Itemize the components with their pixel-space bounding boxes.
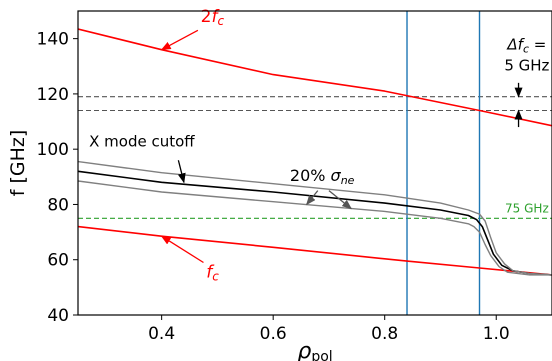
y-tick-label: 140 — [37, 30, 69, 50]
series-lower-bound — [78, 180, 552, 276]
series-x-mode-cutoff — [78, 170, 552, 276]
arrow-sigma-lower — [328, 190, 353, 210]
label-fc-sub: c — [212, 270, 219, 284]
arrow-sigma-upper — [306, 190, 319, 206]
y-tick-label: 120 — [37, 85, 69, 105]
x-axis-label: ρpol — [297, 339, 332, 361]
label-sigma-sub: ne — [341, 174, 355, 187]
x-axis-label-rho: ρ — [297, 339, 311, 361]
label-2fc: 2fc — [201, 7, 225, 28]
label-75ghz: 75 GHz — [505, 202, 549, 216]
label-sigma-ne: 20% σne — [290, 166, 355, 187]
plot-frame — [77, 10, 552, 316]
label-delta-fc-main: Δf — [506, 36, 525, 54]
y-tick-label: 80 — [47, 195, 69, 215]
series-2fc — [78, 28, 552, 127]
x-tick-label: 1.0 — [483, 324, 510, 344]
label-sigma-main: σ — [331, 166, 342, 185]
series-fc — [78, 225, 552, 276]
axes: 0.4 0.6 0.8 1.0 40 60 80 100 120 140 — [37, 10, 552, 344]
label-x-mode-cutoff: X mode cutoff — [89, 132, 195, 150]
plot-area — [78, 11, 552, 315]
label-delta-fc-suffix: = — [529, 36, 546, 54]
x-tick-label: 0.6 — [260, 324, 287, 344]
label-2fc-sub: c — [218, 14, 225, 28]
label-delta-fc-value: 5 GHz — [504, 56, 549, 74]
series-upper-bound — [78, 160, 552, 276]
label-fc-main: f — [206, 263, 215, 283]
label-delta-fc-sub: c — [523, 43, 529, 56]
x-tick-label: 0.8 — [371, 324, 398, 344]
y-tick-label: 60 — [47, 251, 69, 271]
y-axis-label: f [GHz] — [7, 130, 29, 197]
label-2fc-main: f — [212, 7, 221, 27]
label-2fc-prefix: 2 — [201, 7, 212, 27]
x-axis-label-subscript: pol — [311, 349, 332, 361]
arrow-x-mode-cutoff — [177, 160, 186, 184]
label-sigma-prefix: 20% — [290, 166, 331, 185]
arrow-2fc — [160, 29, 199, 51]
y-tick-label: 100 — [37, 140, 69, 160]
x-tick-label: 0.4 — [148, 324, 175, 344]
y-tick-label: 40 — [47, 306, 69, 326]
label-fc: fc — [206, 263, 219, 284]
arrow-fc — [160, 235, 204, 264]
label-delta-fc: Δfc = — [506, 36, 546, 56]
